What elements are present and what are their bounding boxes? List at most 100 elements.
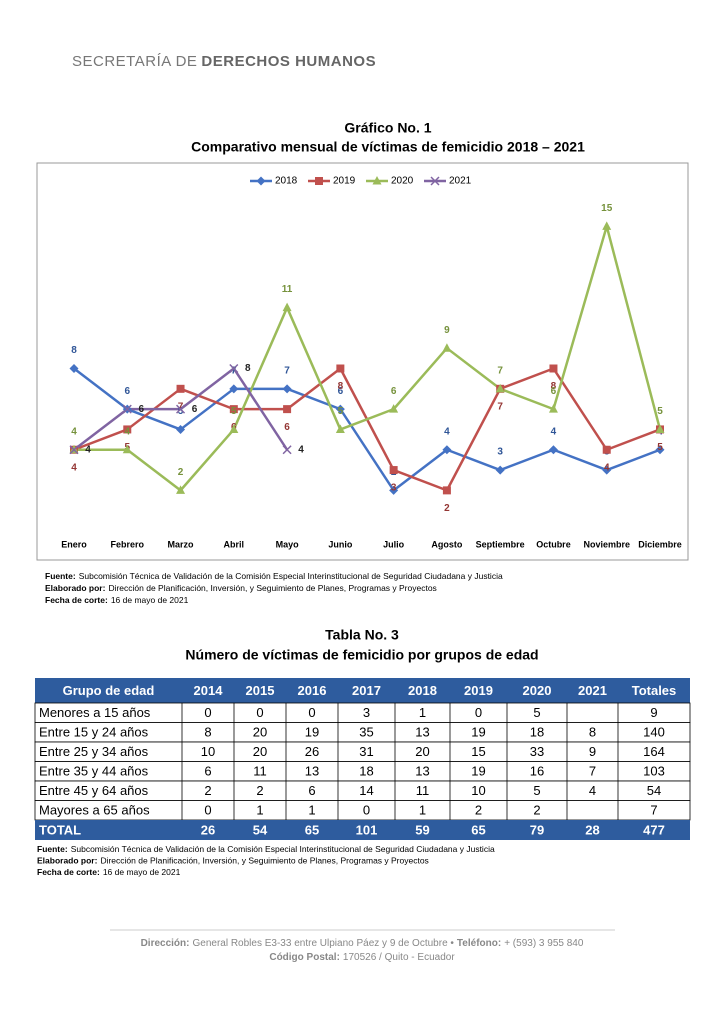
total-cell: 79	[530, 822, 544, 837]
cell: 7	[650, 803, 657, 818]
marker	[389, 404, 399, 413]
cell: 1	[419, 803, 426, 818]
legend-label: 2019	[333, 176, 356, 187]
cell: 5	[533, 705, 540, 720]
marker	[335, 424, 345, 433]
postal-label: Código Postal:	[269, 952, 340, 963]
marker	[122, 404, 132, 414]
marker	[282, 302, 292, 312]
x-tick-label: Abril	[224, 539, 245, 549]
marker	[176, 404, 186, 414]
x-tick-label: Septiembre	[476, 539, 525, 549]
data-label: 5	[657, 442, 663, 453]
marker	[122, 444, 132, 454]
cell: 164	[643, 744, 665, 759]
column-header: 2018	[408, 683, 437, 698]
marker	[69, 445, 79, 455]
data-label: 7	[497, 365, 503, 376]
data-label: 4	[124, 426, 130, 437]
column-header: 2014	[194, 683, 224, 698]
cell: 1	[419, 705, 426, 720]
note-text: Dirección de Planificación, Inversión, y…	[108, 583, 436, 593]
marker	[549, 364, 558, 373]
marker	[389, 485, 399, 495]
cell: 4	[589, 783, 596, 798]
column-header: 2021	[578, 683, 607, 698]
note-label: Fuente:	[37, 844, 68, 854]
data-label: 5	[338, 406, 344, 417]
data-label: 15	[601, 203, 613, 214]
data-label: 8	[71, 345, 77, 356]
series-line	[74, 225, 662, 492]
chart-frame	[36, 162, 689, 561]
marker	[495, 383, 505, 393]
series-line	[73, 367, 661, 492]
data-label: 5	[231, 406, 237, 417]
note-text: Subcomisión Técnica de Validación de la …	[71, 844, 495, 854]
data-label: 4	[71, 426, 77, 437]
x-tick-label: Febrero	[111, 539, 145, 549]
legend-marker	[256, 176, 266, 186]
table-total-bg	[35, 820, 690, 840]
column-header: Grupo de edad	[63, 683, 155, 698]
marker	[282, 445, 292, 455]
legend-label: 2020	[391, 176, 414, 187]
column-header: 2017	[352, 683, 381, 698]
table-title: Tabla No. 3	[325, 627, 399, 643]
legend-marker	[372, 176, 382, 185]
cell: 8	[204, 725, 211, 740]
cell: Menores a 15 años	[39, 705, 151, 720]
total-cell: 54	[253, 822, 268, 837]
data-label: 6	[551, 386, 557, 397]
data-label: 8	[245, 363, 251, 374]
x-tick-label: Julio	[383, 539, 405, 549]
marker	[442, 445, 452, 455]
note: Fuente: Subcomisión Técnica de Validación…	[45, 571, 503, 581]
cell: 54	[647, 783, 661, 798]
marker	[283, 405, 292, 414]
data-label: 9	[444, 325, 450, 336]
cell: 20	[253, 725, 267, 740]
note: Elaborado por: Dirección de Planificación…	[45, 583, 437, 593]
cell: 16	[530, 764, 544, 779]
cell: 11	[253, 764, 267, 779]
legend-label: 2021	[449, 176, 472, 187]
phone: + (593) 3 955 840	[504, 938, 584, 949]
x-tick-label: Noviembre	[583, 539, 630, 549]
series-line	[73, 367, 661, 492]
note-text: Dirección de Planificación, Inversión, y…	[100, 856, 428, 866]
marker	[602, 221, 612, 230]
marker	[229, 405, 238, 414]
marker	[69, 364, 79, 373]
cell: 0	[308, 705, 315, 720]
cell: 13	[415, 764, 429, 779]
marker	[655, 424, 665, 433]
x-tick-label: Octubre	[536, 539, 571, 549]
header-org: SECRETARÍA DE DERECHOS HUMANOS	[72, 53, 376, 70]
cell: Entre 15 y 24 años	[39, 725, 149, 740]
data-label: 2	[444, 503, 450, 514]
cell: 140	[643, 725, 665, 740]
marker	[495, 465, 505, 475]
cell: 2	[256, 783, 263, 798]
cell: 33	[530, 744, 544, 759]
cell: 19	[471, 725, 485, 740]
org-bold: DERECHOS HUMANOS	[201, 53, 376, 70]
cell: 2	[475, 803, 482, 818]
note-label: Fuente:	[45, 571, 76, 581]
cell: 6	[308, 783, 315, 798]
cell: 35	[359, 725, 373, 740]
data-label: 3	[391, 483, 397, 494]
marker	[442, 343, 452, 352]
cell: 13	[415, 725, 429, 740]
data-label: 4	[551, 426, 557, 437]
total-cell: 101	[356, 822, 378, 837]
legend-marker	[430, 176, 440, 186]
address-label: Dirección:	[141, 938, 190, 949]
column-header: 2020	[523, 683, 552, 698]
data-label: 6	[192, 404, 198, 415]
note-label: Fecha de corte:	[37, 867, 100, 877]
cell: 18	[530, 725, 544, 740]
data-label: 6	[391, 386, 397, 397]
address: General Robles E3-33 entre Ulpiano Páez …	[192, 938, 454, 949]
